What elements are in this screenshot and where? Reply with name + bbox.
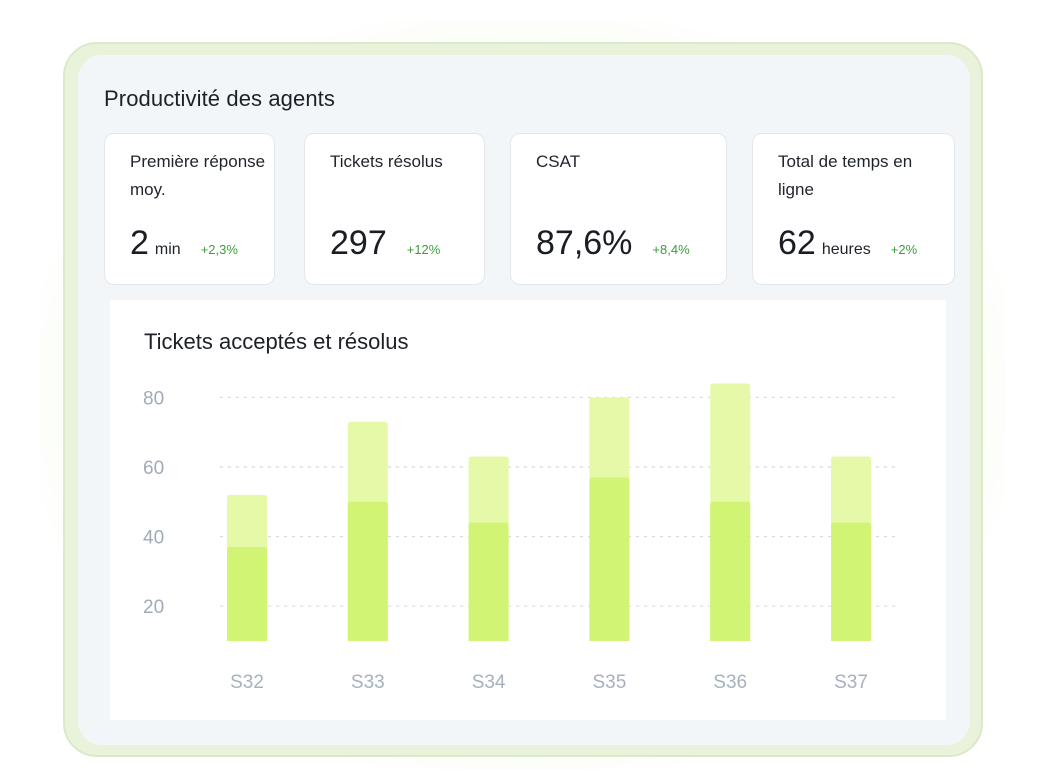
bar-resolved [468, 522, 509, 641]
kpi-label: Total de temps en ligne [778, 152, 913, 199]
bar-resolved [227, 547, 267, 641]
y-tick-label: 40 [143, 528, 164, 549]
kpi-value: 297 [330, 224, 387, 262]
kpi-unit: heures [821, 241, 871, 258]
kpi-delta: +8,4% [652, 242, 690, 257]
bar-resolved [831, 522, 871, 641]
kpi-value-row: 62 heures +2% [778, 224, 917, 263]
bar-resolved [589, 477, 630, 641]
x-tick-label: S36 [713, 672, 747, 693]
kpi-delta: +2% [890, 242, 918, 257]
kpi-label: CSAT [536, 152, 581, 171]
kpi-label: Tickets résolus [330, 152, 443, 171]
kpi-card-tickets-resolved: Tickets résolus 297 +12% [304, 133, 485, 285]
chart-title: Tickets acceptés et résolus [144, 329, 409, 354]
kpi-value-row: 297 +12% [330, 224, 440, 263]
bar-resolved [347, 501, 388, 641]
x-tick-label: S35 [592, 672, 626, 693]
y-tick-label: 60 [143, 458, 164, 479]
kpi-card-csat: CSAT 87,6% +8,4% [510, 133, 727, 285]
kpi-delta: +12% [406, 242, 441, 257]
kpi-value: 62 [778, 224, 816, 262]
kpi-label: Première réponse moy. [130, 152, 266, 199]
kpi-card-online-time: Total de temps en ligne 62 heures +2% [752, 133, 955, 285]
kpi-value-row: 2 min +2,3% [130, 224, 238, 263]
panel-title: Productivité des agents [104, 86, 335, 111]
kpi-value-row: 87,6% +8,4% [536, 224, 690, 263]
kpi-value: 2 [130, 224, 149, 262]
x-tick-label: S32 [230, 672, 264, 693]
y-tick-label: 20 [143, 597, 164, 618]
kpi-value: 87,6% [536, 224, 633, 262]
x-tick-label: S34 [472, 672, 506, 693]
kpi-card-first-response: Première réponse moy. 2 min +2,3% [104, 133, 275, 285]
bar-resolved [710, 501, 751, 641]
y-tick-label: 80 [143, 388, 164, 409]
kpi-unit: min [154, 241, 181, 258]
x-tick-label: S37 [834, 672, 868, 693]
kpi-delta: +2,3% [200, 242, 238, 257]
x-tick-label: S33 [351, 672, 385, 693]
